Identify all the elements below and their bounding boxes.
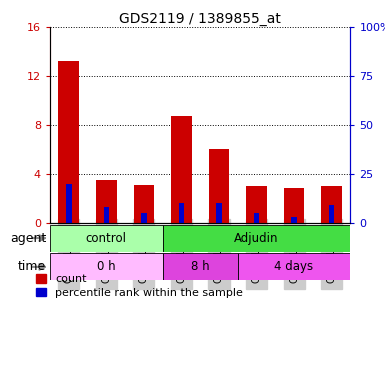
Text: time: time bbox=[18, 260, 46, 273]
Bar bbox=[329, 205, 335, 223]
Bar bbox=[216, 203, 222, 223]
Bar bbox=[171, 116, 192, 223]
Bar bbox=[134, 185, 154, 223]
Bar bbox=[141, 213, 147, 223]
Bar bbox=[59, 61, 79, 223]
Bar bbox=[179, 203, 184, 223]
Legend: count, percentile rank within the sample: count, percentile rank within the sample bbox=[36, 274, 243, 298]
Bar bbox=[321, 186, 342, 223]
Title: GDS2119 / 1389855_at: GDS2119 / 1389855_at bbox=[119, 12, 281, 26]
Text: 8 h: 8 h bbox=[191, 260, 209, 273]
Bar bbox=[96, 180, 117, 223]
Text: 4 days: 4 days bbox=[275, 260, 314, 273]
Text: 0 h: 0 h bbox=[97, 260, 115, 273]
Text: agent: agent bbox=[10, 232, 46, 245]
Bar bbox=[66, 184, 72, 223]
Bar bbox=[163, 253, 238, 280]
Bar bbox=[284, 189, 305, 223]
Bar bbox=[163, 225, 350, 252]
Bar bbox=[209, 149, 229, 223]
Text: control: control bbox=[86, 232, 127, 245]
Text: Adjudin: Adjudin bbox=[234, 232, 279, 245]
Bar bbox=[291, 217, 297, 223]
Bar bbox=[246, 186, 267, 223]
Bar bbox=[254, 213, 259, 223]
Bar bbox=[50, 253, 163, 280]
Bar bbox=[104, 207, 109, 223]
Bar bbox=[238, 253, 350, 280]
Bar bbox=[50, 225, 163, 252]
